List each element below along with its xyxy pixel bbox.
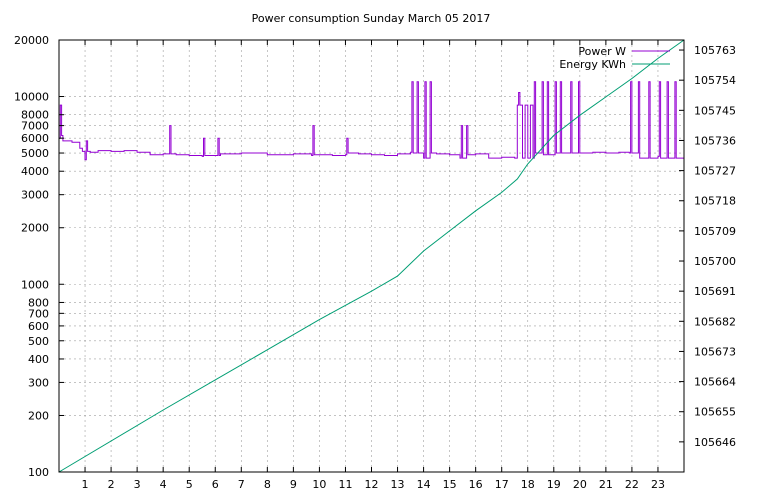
y-right-tick-label: 105709 bbox=[694, 225, 736, 238]
y-left-tick-label: 500 bbox=[28, 335, 49, 348]
x-tick-label: 9 bbox=[290, 478, 297, 491]
x-tick-label: 23 bbox=[651, 478, 665, 491]
x-tick-label: 18 bbox=[521, 478, 535, 491]
x-tick-label: 10 bbox=[312, 478, 326, 491]
tick-marks bbox=[59, 39, 684, 473]
x-tick-label: 21 bbox=[599, 478, 613, 491]
y-right-tick-label: 105763 bbox=[694, 44, 736, 57]
x-tick-label: 22 bbox=[625, 478, 639, 491]
x-tick-label: 14 bbox=[417, 478, 431, 491]
legend-label-power: Power W bbox=[578, 45, 626, 58]
y-right-tick-label: 105754 bbox=[694, 74, 736, 87]
x-tick-label: 13 bbox=[391, 478, 405, 491]
y-left-tick-label: 10000 bbox=[14, 91, 49, 104]
legend: Power W Energy KWh bbox=[559, 45, 670, 71]
y-left-tick-label: 5000 bbox=[21, 147, 49, 160]
y-left-tick-label: 4000 bbox=[21, 165, 49, 178]
y-left-tick-label: 100 bbox=[28, 466, 49, 479]
y-left-tick-label: 400 bbox=[28, 353, 49, 366]
x-tick-label: 4 bbox=[160, 478, 167, 491]
y-right-tick-label: 105745 bbox=[694, 104, 736, 117]
legend-label-energy: Energy KWh bbox=[559, 58, 626, 71]
x-tick-label: 1 bbox=[82, 478, 89, 491]
y-right-tick-label: 105664 bbox=[694, 376, 736, 389]
y-right-tick-label: 105727 bbox=[694, 165, 736, 178]
grid-lines bbox=[59, 40, 684, 472]
y-right-tick-label: 105655 bbox=[694, 406, 736, 419]
series-layer bbox=[58, 39, 685, 473]
y-right-tick-label: 105673 bbox=[694, 345, 736, 358]
x-tick-label: 12 bbox=[365, 478, 379, 491]
x-tick-label: 6 bbox=[212, 478, 219, 491]
x-tick-label: 2 bbox=[108, 478, 115, 491]
x-tick-label: 16 bbox=[469, 478, 483, 491]
x-tick-label: 17 bbox=[495, 478, 509, 491]
y-left-tick-label: 200 bbox=[28, 409, 49, 422]
x-tick-label: 15 bbox=[443, 478, 457, 491]
y-left-tick-label: 800 bbox=[28, 296, 49, 309]
y-right-tick-label: 105691 bbox=[694, 285, 736, 298]
y-left-tick-label: 6000 bbox=[21, 132, 49, 145]
y-left-tick-label: 600 bbox=[28, 320, 49, 333]
y-left-tick-label: 700 bbox=[28, 307, 49, 320]
power-series-line bbox=[59, 81, 685, 161]
y-left-tick-label: 7000 bbox=[21, 120, 49, 133]
energy-series-line bbox=[58, 39, 685, 473]
y-left-tick-label: 3000 bbox=[21, 189, 49, 202]
right-axis-tick-labels: 105646 105655 105664 105673 105682 105691 1057… bbox=[694, 44, 736, 449]
y-left-tick-label: 20000 bbox=[14, 34, 49, 47]
y-right-tick-label: 105682 bbox=[694, 315, 736, 328]
y-left-tick-label: 8000 bbox=[21, 109, 49, 122]
y-right-tick-label: 105700 bbox=[694, 255, 736, 268]
y-right-tick-label: 105646 bbox=[694, 436, 736, 449]
y-left-tick-label: 300 bbox=[28, 376, 49, 389]
y-right-tick-label: 105736 bbox=[694, 134, 736, 147]
x-tick-label: 8 bbox=[264, 478, 271, 491]
y-left-tick-label: 2000 bbox=[21, 222, 49, 235]
x-tick-label: 20 bbox=[573, 478, 587, 491]
x-axis-tick-labels: 1 2 3 4 5 6 7 8 9 10 11 12 13 14 15 16 17 18 19 20 21 22 23 bbox=[82, 478, 665, 491]
x-tick-label: 19 bbox=[547, 478, 561, 491]
x-tick-label: 7 bbox=[238, 478, 245, 491]
y-right-tick-label: 105718 bbox=[694, 195, 736, 208]
y-left-tick-label: 1000 bbox=[21, 278, 49, 291]
chart-title: Power consumption Sunday March 05 2017 bbox=[252, 12, 491, 25]
x-tick-label: 11 bbox=[338, 478, 352, 491]
x-tick-label: 3 bbox=[134, 478, 141, 491]
x-tick-label: 5 bbox=[186, 478, 193, 491]
